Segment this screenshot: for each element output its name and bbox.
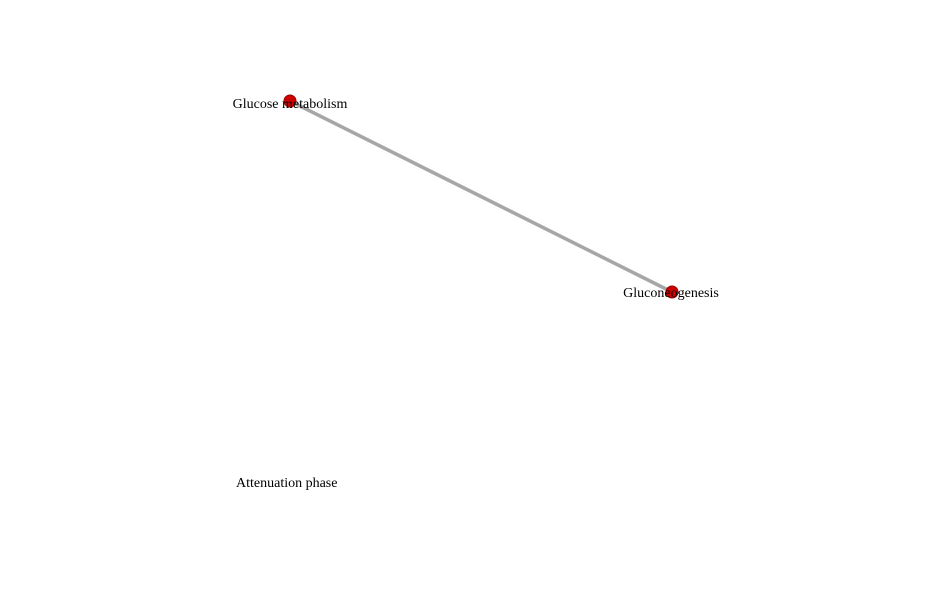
- nodes-layer: [283, 94, 679, 299]
- node-label-glucose-metabolism: Glucose metabolism: [233, 97, 348, 112]
- node-glucose-metabolism: [283, 94, 297, 108]
- phase-caption: Attenuation phase: [236, 476, 338, 491]
- labels-layer: Glucose metabolism Gluconeogenesis: [233, 97, 719, 301]
- edges-layer: [288, 99, 674, 294]
- edge-glucose-metabolism-gluconeogenesis: [288, 99, 674, 294]
- node-gluconeogenesis: [665, 285, 679, 299]
- node-label-gluconeogenesis: Gluconeogenesis: [623, 286, 719, 301]
